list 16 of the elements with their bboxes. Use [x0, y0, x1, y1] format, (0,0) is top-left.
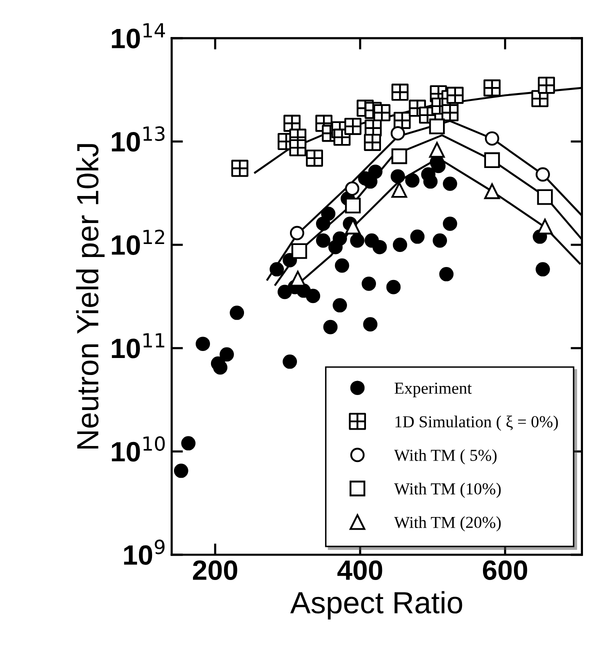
- legend-label: 1D Simulation ( ξ = 0%): [396, 416, 558, 431]
- y-tick-label: 10$^{9}$: [124, 540, 165, 565]
- y-tick-label: 10$^{13}$: [112, 126, 164, 152]
- x-tick-label: 600: [482, 560, 528, 580]
- y-tick-label: 10$^{12}$: [112, 230, 164, 255]
- legend-label: With TM (20%): [394, 516, 501, 532]
- x-tick-label: 400: [337, 560, 382, 580]
- legend-label: With TM ( 5%): [394, 449, 497, 464]
- y-tick-label: 10$^{10}$: [112, 436, 165, 462]
- y-axis-title: Neutron Yield per 10kJ: [76, 144, 105, 449]
- x-axis-title: Aspect Ratio: [290, 591, 462, 620]
- x-tick-label: 200: [192, 560, 238, 580]
- y-tick-label: 10$^{11}$: [112, 333, 164, 358]
- legend-label: Experiment: [394, 382, 472, 398]
- legend-label: With TM (10%): [394, 482, 501, 498]
- y-tick-label: 10$^{14}$: [112, 23, 165, 48]
